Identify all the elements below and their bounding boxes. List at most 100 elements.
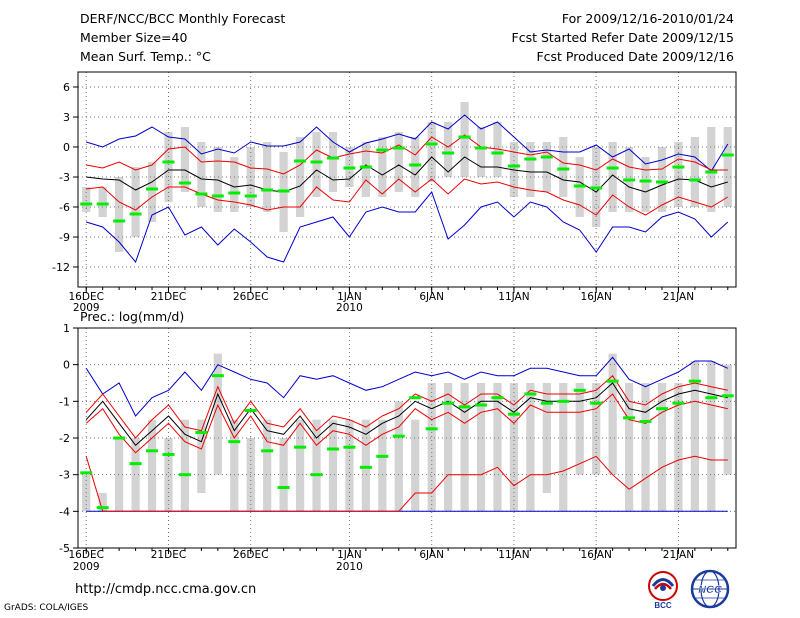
median-marker [573, 388, 586, 392]
y-tick-label: 1 [63, 322, 70, 335]
x-tick-label: 26DEC [233, 549, 268, 561]
spread-box [411, 137, 420, 197]
inner-bottom-line [85, 455, 728, 512]
ncc-globe-icon: NCC [690, 569, 730, 609]
spread-box [131, 438, 140, 512]
median-marker [294, 445, 307, 449]
spread-box [608, 353, 617, 475]
spread-box [263, 142, 272, 212]
plot-frame [77, 71, 737, 288]
y-tick-label: -3 [59, 469, 70, 482]
y-tick-label: -2 [59, 432, 70, 445]
ncc-logo-text: NCC [698, 584, 723, 596]
median-marker [507, 412, 520, 416]
spread-box [723, 127, 732, 207]
median-marker [113, 436, 126, 440]
y-tick-label: 0 [63, 359, 70, 372]
median-marker [623, 416, 636, 420]
spread-box [444, 122, 453, 177]
median-marker [590, 401, 603, 405]
median-marker [688, 178, 701, 182]
median-marker [228, 191, 241, 195]
y-tick-label: -9 [59, 231, 70, 244]
spread-box [164, 132, 173, 202]
inner-lower-line [85, 393, 728, 454]
spread-box [690, 361, 699, 512]
y-tick-label: 3 [63, 111, 70, 124]
spread-box [657, 383, 667, 512]
spread-box [197, 419, 206, 493]
y-tick-label: -1 [59, 395, 70, 408]
inner-upper-line [86, 134, 728, 175]
x-tick-label: 11JAN [498, 291, 529, 303]
median-marker [705, 170, 718, 174]
spread-box [263, 419, 272, 512]
x-tick-label: 1JAN [337, 549, 362, 561]
precip-panel-title: Prec.: log(mm/d) [80, 309, 185, 324]
spread-box [394, 401, 403, 512]
spread-box [180, 127, 190, 192]
x-tick-year-label: 2009 [73, 561, 100, 573]
spread-box [295, 419, 305, 512]
spread-box [328, 419, 338, 512]
ncc-logo: NCC [688, 569, 732, 609]
median-marker [310, 160, 323, 164]
spread-box [411, 419, 420, 512]
source-url[interactable]: http://cmdp.ncc.cma.gov.cn [75, 582, 257, 597]
spread-box [378, 419, 387, 512]
median-marker [129, 212, 142, 216]
median-marker [507, 164, 520, 168]
median-marker [343, 445, 356, 449]
spread-box [674, 383, 683, 512]
x-tick-label: 6JAN [419, 549, 444, 561]
spread-box [444, 383, 453, 512]
median-marker [721, 394, 734, 398]
member-size: Member Size=40 [80, 30, 188, 45]
spread-box [180, 419, 190, 512]
median-marker [96, 506, 109, 510]
forecast-period: For 2009/12/16-2010/01/24 [561, 11, 734, 26]
x-tick-year-label: 2009 [73, 302, 100, 314]
spread-box [493, 383, 502, 512]
spread-box [295, 137, 305, 217]
spread-box [460, 102, 469, 177]
median-marker [491, 396, 504, 400]
median-marker [261, 188, 274, 192]
spread-box [460, 383, 469, 512]
median-marker [392, 434, 405, 438]
spread-box [98, 493, 107, 512]
median-marker [540, 155, 553, 159]
spread-box [213, 147, 222, 212]
median-marker [688, 379, 701, 383]
bcc-logo-text: BCC [654, 601, 672, 609]
median-marker [425, 427, 438, 431]
spread-box [526, 142, 535, 197]
median-marker [475, 146, 488, 150]
x-tick-label: 16DEC [69, 549, 104, 561]
median-marker [376, 148, 389, 152]
y-tick-label: -5 [59, 542, 70, 555]
variable-label: Mean Surf. Temp.: °C [80, 49, 211, 64]
spread-box [674, 142, 683, 207]
spread-box [542, 142, 551, 192]
median-marker [655, 180, 668, 184]
spread-box [657, 147, 667, 212]
median-marker [162, 453, 175, 456]
spread-box [378, 137, 387, 197]
median-marker [721, 153, 734, 157]
median-marker [228, 440, 241, 444]
median-marker [129, 462, 142, 466]
median-marker [458, 135, 471, 139]
median-marker [80, 202, 93, 206]
median-marker [639, 179, 652, 183]
median-marker [195, 431, 208, 434]
median-marker [195, 192, 208, 196]
x-tick-year-label: 2010 [336, 561, 363, 573]
median-marker [359, 165, 372, 169]
spread-box [164, 438, 173, 512]
median-marker [326, 447, 339, 451]
spread-box [345, 419, 354, 512]
median-marker [409, 163, 422, 167]
